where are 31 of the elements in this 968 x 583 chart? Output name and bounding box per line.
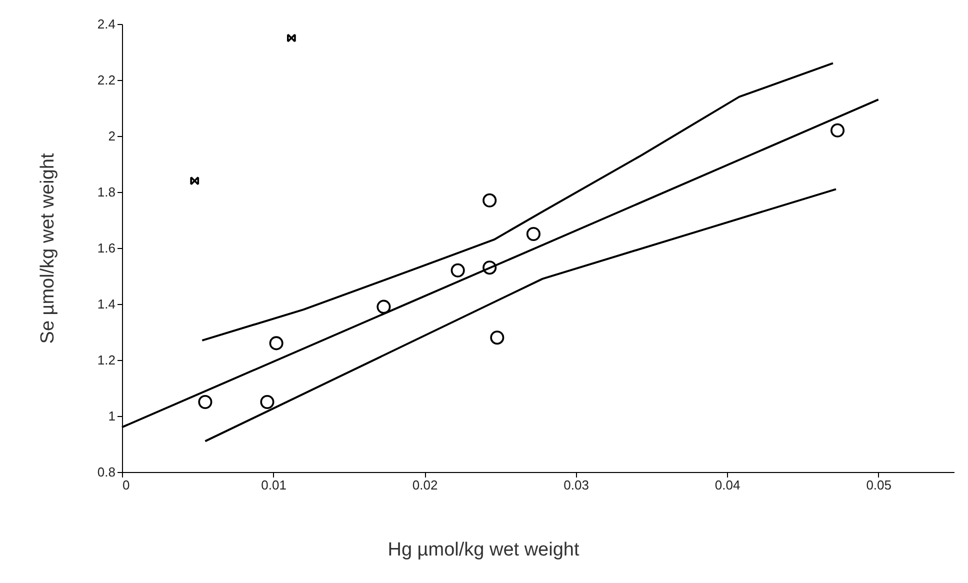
x-tick-label: 0.04 [714, 478, 740, 492]
y-tick-label: 2.4 [97, 16, 116, 32]
point [482, 193, 497, 208]
point [450, 263, 465, 278]
point [260, 394, 274, 410]
x-axis-title: Hg µmol/kg wet weight [388, 540, 580, 560]
y-axis-title: Se µmol/kg wet weight [37, 152, 58, 344]
x-tick-label: 0.02 [412, 478, 438, 492]
point [526, 226, 540, 242]
point [482, 260, 497, 275]
y-tick-label: 1.4 [97, 296, 116, 312]
y-tick-label: 1 [108, 408, 116, 424]
x-tick-label: 0.01 [261, 478, 286, 492]
y-tick-label: 0.8 [97, 464, 116, 480]
line-series [204, 188, 838, 442]
point [198, 394, 212, 410]
point [830, 123, 845, 138]
y-tick-label: 2 [108, 128, 116, 144]
y-tick-label: 1.2 [97, 352, 116, 368]
point [490, 330, 504, 345]
point [376, 300, 391, 314]
y-tick-label: 1.6 [97, 240, 116, 256]
point [269, 336, 284, 350]
point [190, 176, 200, 186]
x-tick-label: 0.03 [564, 478, 589, 492]
line-series [201, 62, 834, 342]
x-tick-label: 0 [122, 478, 130, 492]
point [286, 34, 296, 42]
y-tick-label: 2.2 [97, 72, 116, 88]
x-tick-label: 0.05 [866, 478, 892, 492]
y-tick-label: 1.8 [97, 184, 116, 200]
